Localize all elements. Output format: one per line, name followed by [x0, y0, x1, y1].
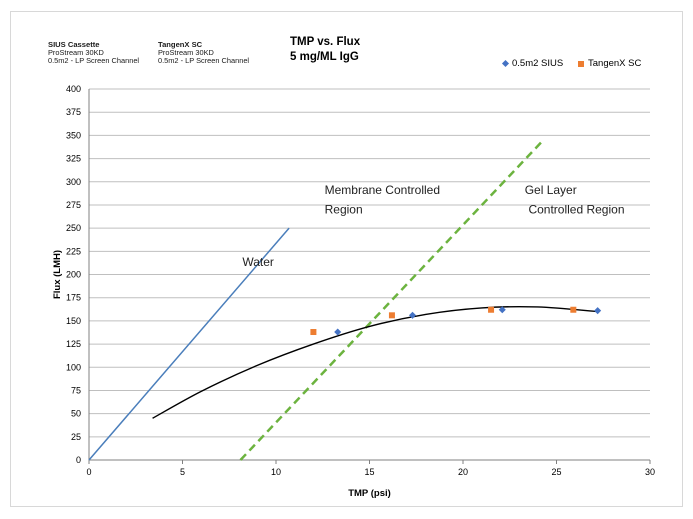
y-tick-label: 75	[71, 385, 81, 395]
y-axis-title: Flux (LMH)	[52, 250, 63, 299]
tangenx-data-point	[570, 306, 577, 313]
annotation-water: Water	[242, 255, 274, 269]
y-tick-label: 100	[66, 362, 81, 372]
tangenx-data-point	[488, 306, 495, 313]
chart-frame	[10, 11, 683, 507]
y-tick-label: 200	[66, 270, 81, 280]
siu-data-point	[594, 307, 602, 315]
y-tick-label: 350	[66, 130, 81, 140]
y-tick-label: 150	[66, 316, 81, 326]
siu-cassette-heading: SIUS Cassette	[48, 40, 100, 49]
y-tick-label: 375	[66, 107, 81, 117]
y-tick-label: 50	[71, 409, 81, 419]
x-tick-label: 15	[364, 467, 374, 477]
y-tick-label: 275	[66, 200, 81, 210]
x-tick-label: 30	[645, 467, 655, 477]
legend-item-tangenx: TangenX SC	[578, 58, 641, 69]
x-tick-label: 0	[86, 467, 91, 477]
siu-data-point	[334, 328, 342, 336]
y-tick-label: 125	[66, 339, 81, 349]
trend-curve	[152, 305, 598, 419]
x-axis-title: TMP (psi)	[348, 488, 391, 499]
x-tick-label: 5	[180, 467, 185, 477]
chart-title: TMP vs. Flux	[290, 36, 361, 48]
legend-siu-label: 0.5m2 SIUS	[512, 58, 564, 69]
tangenx-line1: ProStream 30KD	[158, 48, 214, 57]
legend-tangenx-label: TangenX SC	[588, 58, 642, 69]
tangenx-data-point	[310, 329, 317, 336]
annotation-gel2: Controlled Region	[528, 202, 624, 216]
x-tick-label: 25	[551, 467, 561, 477]
annotation-gel1: Gel Layer	[525, 183, 577, 197]
water-line	[88, 227, 290, 461]
annotation-membrane1: Membrane Controlled	[325, 183, 440, 197]
y-tick-label: 175	[66, 293, 81, 303]
siu-cassette-line2: 0.5m2 - LP Screen Channel	[48, 56, 140, 65]
x-tick-label: 10	[271, 467, 281, 477]
y-tick-label: 225	[66, 246, 81, 256]
y-tick-label: 400	[66, 84, 81, 94]
siu-cassette-info: SIUS Cassette ProStream 30KD 0.5m2 - LP …	[48, 41, 139, 65]
y-tick-label: 0	[76, 455, 81, 465]
tangenx-heading: TangenX SC	[158, 40, 203, 49]
annotation-membrane2: Region	[325, 202, 363, 216]
y-tick-label: 325	[66, 154, 81, 164]
tangenx-info: TangenX SC ProStream 30KD 0.5m2 - LP Scr…	[158, 41, 249, 65]
tangenx-line2: 0.5m2 - LP Screen Channel	[158, 56, 250, 65]
chart-title-block: TMP vs. Flux 5 mg/ML IgG	[290, 35, 430, 65]
legend-tangenx-marker-icon	[578, 60, 584, 67]
siu-cassette-line1: ProStream 30KD	[48, 48, 104, 57]
legend-item-siu: 0.5m2 SIUS	[501, 58, 564, 69]
chart-subtitle: 5 mg/ML IgG	[290, 51, 359, 63]
y-tick-label: 250	[66, 223, 81, 233]
y-tick-label: 25	[71, 432, 81, 442]
region-divider-line	[239, 139, 545, 461]
y-tick-label: 300	[66, 177, 81, 187]
siu-data-point	[498, 306, 506, 314]
tangenx-data-point	[388, 312, 395, 319]
x-tick-label: 20	[458, 467, 468, 477]
siu-data-point	[408, 311, 417, 319]
